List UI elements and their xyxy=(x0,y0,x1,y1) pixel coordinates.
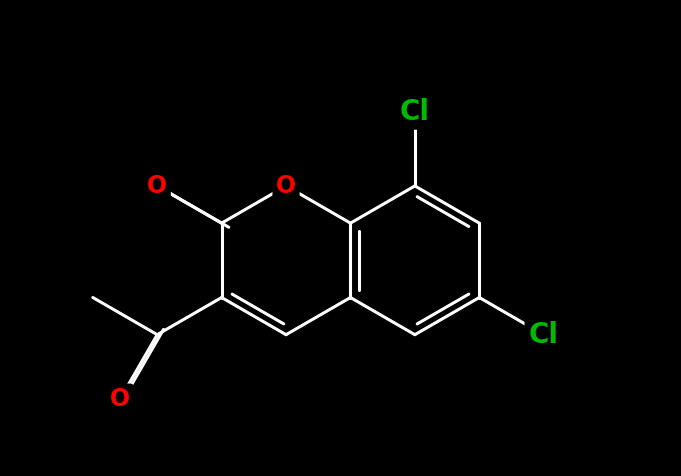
Text: O: O xyxy=(276,174,296,198)
Text: O: O xyxy=(110,387,130,411)
Text: O: O xyxy=(147,174,168,198)
Text: Cl: Cl xyxy=(400,98,430,126)
Text: Cl: Cl xyxy=(528,321,558,349)
